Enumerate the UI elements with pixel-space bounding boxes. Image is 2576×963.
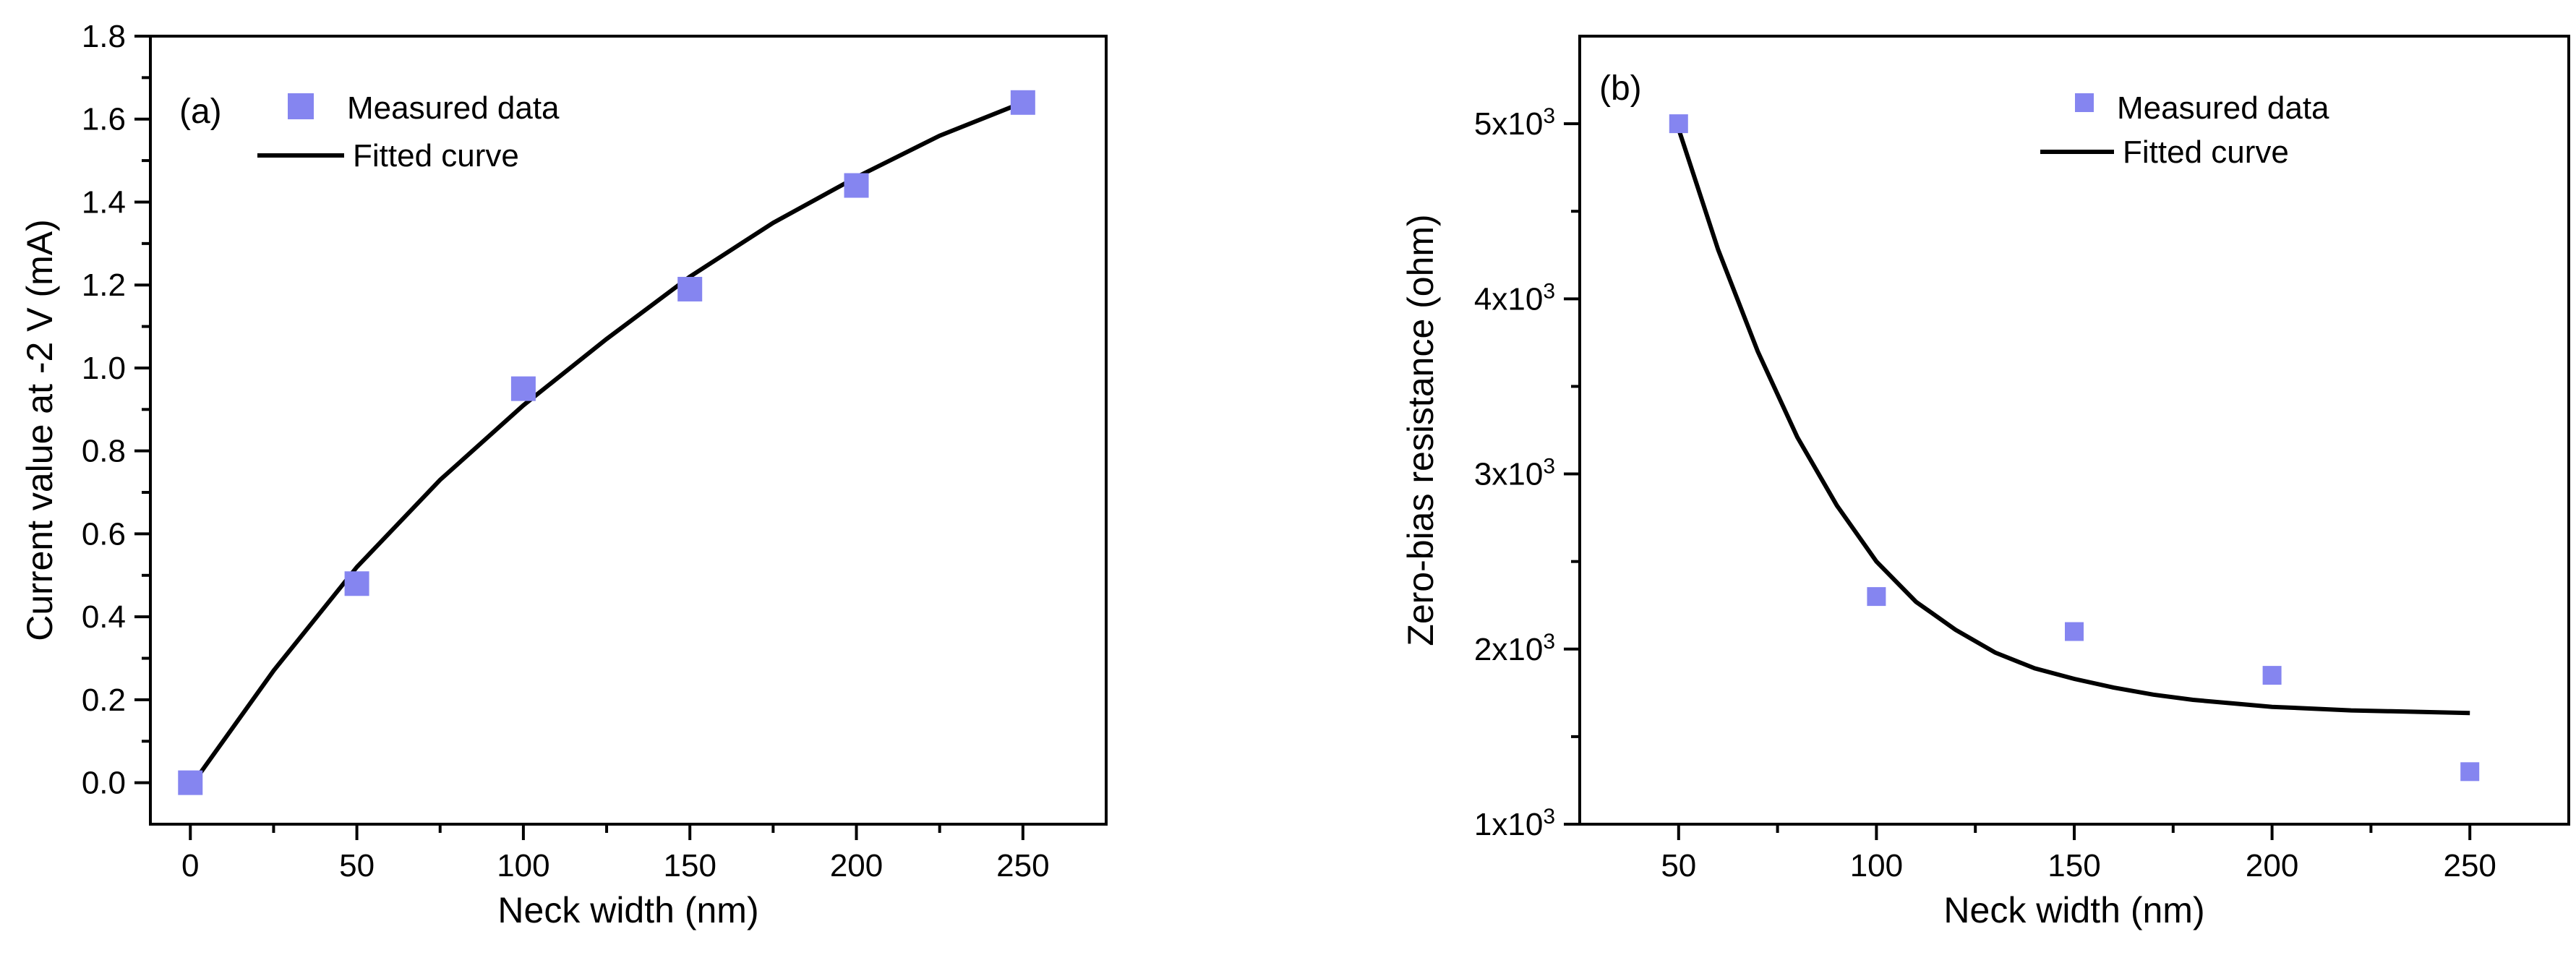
x-tick-label: 200 bbox=[830, 848, 883, 883]
y-tick-label: 4x103 bbox=[1474, 279, 1555, 317]
legend-fitted-label: Fitted curve bbox=[2123, 134, 2289, 170]
y-tick-label: 0.8 bbox=[82, 434, 126, 469]
data-point bbox=[1867, 587, 1886, 607]
panel-label: (a) bbox=[179, 93, 222, 131]
y-tick-label: 1x103 bbox=[1474, 805, 1555, 842]
x-tick-label: 250 bbox=[996, 848, 1049, 883]
x-tick-label: 150 bbox=[664, 848, 716, 883]
x-tick-label: 50 bbox=[1661, 848, 1696, 883]
legend-marker-swatch bbox=[288, 93, 314, 119]
x-tick-label: 50 bbox=[339, 848, 375, 883]
y-axis-ticks: 0.0 0.2 0.4 0.6 0.8 1.0 1.2 1.4 1.6 1.8 bbox=[82, 19, 150, 801]
legend-measured-label: Measured data bbox=[2117, 90, 2329, 126]
x-axis-ticks: 50 100 150 200 250 bbox=[1661, 824, 2496, 883]
x-tick-label: 150 bbox=[2047, 848, 2100, 883]
x-axis-ticks: 0 50 100 150 200 250 bbox=[181, 824, 1050, 883]
data-point bbox=[2065, 622, 2084, 641]
measured-data-points bbox=[1669, 114, 2480, 782]
y-tick-label: 1.2 bbox=[82, 268, 126, 303]
data-point bbox=[2460, 762, 2480, 782]
x-tick-label: 100 bbox=[1850, 848, 1903, 883]
fitted-curve-line bbox=[1676, 128, 2470, 716]
plot-frame bbox=[1578, 35, 2570, 826]
y-tick-label: 3x103 bbox=[1474, 455, 1555, 492]
y-tick-label: 1.0 bbox=[82, 351, 126, 386]
y-tick-label: 5x103 bbox=[1474, 104, 1555, 142]
data-point bbox=[844, 173, 869, 198]
data-point bbox=[1669, 114, 1688, 134]
x-tick-label: 0 bbox=[181, 848, 199, 883]
legend-marker-swatch bbox=[2075, 93, 2094, 112]
fitted-curve-line bbox=[188, 100, 1024, 789]
y-tick-label: 1.4 bbox=[82, 184, 126, 220]
y-tick-label: 1.8 bbox=[82, 19, 126, 54]
x-axis-label: Neck width (nm) bbox=[1943, 890, 2204, 930]
x-tick-label: 250 bbox=[2443, 848, 2496, 883]
y-axis-label: Zero-bias resistance (ohm) bbox=[1400, 214, 1441, 646]
data-point bbox=[510, 376, 536, 401]
plot-frame bbox=[149, 35, 1108, 826]
y-tick-label: 2x103 bbox=[1474, 630, 1555, 667]
measured-data-points bbox=[178, 90, 1035, 795]
y-tick-label: 0.6 bbox=[82, 516, 126, 552]
y-tick-label: 0.0 bbox=[82, 766, 126, 801]
x-tick-label: 100 bbox=[497, 848, 549, 883]
panel-label: (b) bbox=[1599, 69, 1642, 108]
y-tick-label: 0.4 bbox=[82, 599, 126, 635]
data-point bbox=[1010, 90, 1035, 115]
data-point bbox=[677, 276, 703, 301]
x-tick-label: 200 bbox=[2246, 848, 2298, 883]
data-point bbox=[344, 571, 369, 596]
legend: Measured data Fitted curve bbox=[257, 90, 560, 174]
y-tick-label: 0.2 bbox=[82, 682, 126, 718]
legend-measured-label: Measured data bbox=[347, 90, 560, 126]
y-tick-label: 1.6 bbox=[82, 102, 126, 137]
chart-panel-a: 0 50 100 150 200 250 0.0 0.2 0.4 0.6 0.8 1.0 1.2 1.4… bbox=[20, 19, 1108, 930]
data-point bbox=[2262, 666, 2282, 685]
data-point bbox=[178, 770, 203, 795]
y-axis-label: Current value at -2 V (mA) bbox=[20, 219, 60, 641]
legend: Measured data Fitted curve bbox=[2040, 90, 2329, 170]
x-axis-label: Neck width (nm) bbox=[497, 890, 758, 930]
legend-fitted-label: Fitted curve bbox=[353, 138, 519, 174]
y-axis-ticks: 1x103 2x103 3x103 4x103 5x103 bbox=[1474, 104, 1580, 842]
chart-panel-b: 50 100 150 200 250 1x103 2x103 3x103 4x103 5x103… bbox=[1400, 35, 2570, 930]
